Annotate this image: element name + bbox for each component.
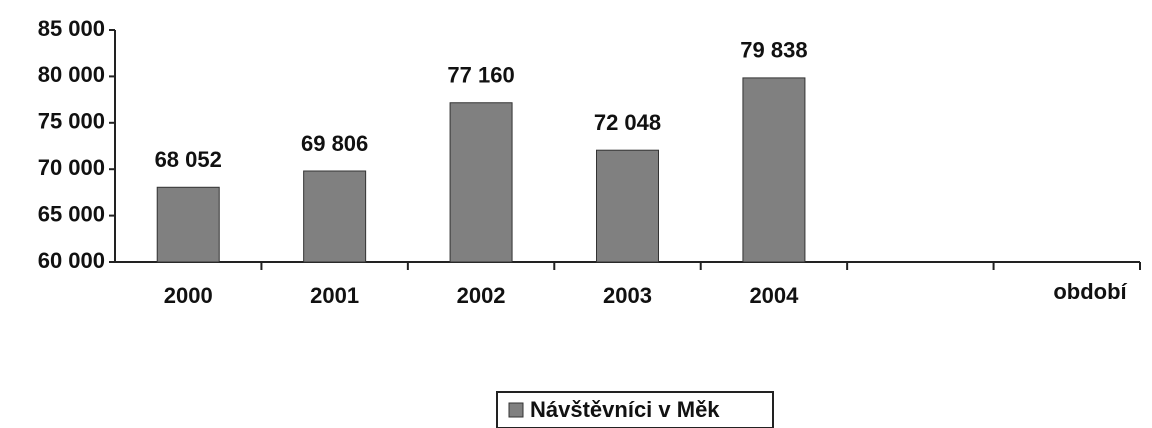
x-tick-label: 2004 bbox=[749, 283, 799, 308]
bar bbox=[449, 102, 513, 263]
x-axis-label: období bbox=[1053, 279, 1127, 304]
y-tick-label: 80 000 bbox=[38, 62, 105, 87]
x-tick-label: 2003 bbox=[603, 283, 652, 308]
legend-label: Návštěvníci v Měk bbox=[530, 397, 720, 422]
legend-swatch bbox=[508, 402, 524, 418]
bar bbox=[156, 186, 220, 263]
y-tick-label: 60 000 bbox=[38, 248, 105, 273]
x-tick-label: 2001 bbox=[310, 283, 359, 308]
data-label: 77 160 bbox=[447, 63, 514, 88]
y-tick-label: 75 000 bbox=[38, 109, 105, 134]
legend-box bbox=[496, 391, 774, 428]
bar bbox=[596, 149, 659, 263]
bar bbox=[742, 77, 806, 263]
y-tick-label: 85 000 bbox=[38, 16, 105, 41]
data-label: 72 048 bbox=[594, 110, 661, 135]
x-tick-label: 2000 bbox=[164, 283, 213, 308]
y-tick-label: 70 000 bbox=[38, 155, 105, 180]
y-tick-label: 65 000 bbox=[38, 201, 105, 226]
bar bbox=[303, 170, 367, 263]
x-tick-label: 2002 bbox=[457, 283, 506, 308]
data-label: 68 052 bbox=[155, 147, 222, 172]
data-label: 79 838 bbox=[740, 38, 807, 63]
data-label: 69 806 bbox=[301, 131, 368, 156]
